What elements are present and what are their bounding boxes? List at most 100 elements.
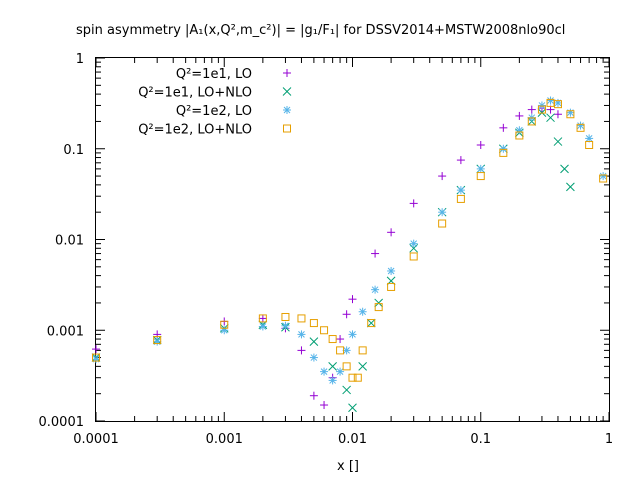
data-point (92, 345, 100, 354)
data-point (258, 314, 267, 323)
y-tick-label: 0.1 (63, 143, 84, 158)
data-point (297, 330, 306, 339)
chart-title: spin asymmetry |A₁(x,Q²,m_c²)| = |g₁/F₁|… (76, 23, 565, 38)
legend-label: Q²=1e2, LO+NLO (138, 123, 252, 138)
x-axis-label: x [] (337, 459, 359, 474)
data-points (91, 96, 608, 413)
data-point (297, 346, 306, 355)
data-point (374, 298, 384, 308)
data-point (336, 346, 345, 355)
data-point (358, 362, 368, 371)
data-point (220, 326, 229, 335)
data-point (258, 322, 267, 331)
data-point (515, 111, 524, 120)
x-tick-label: 0.1 (470, 432, 491, 447)
legend-label: Q²=1e2, LO (176, 104, 252, 119)
data-point (320, 326, 329, 335)
data-point (348, 295, 357, 304)
data-point (342, 385, 351, 395)
data-point (358, 346, 367, 355)
data-point (546, 113, 555, 123)
data-point (220, 320, 229, 329)
x-axis: 0.0001 0.001 0.01 0.1 1 (73, 58, 613, 447)
data-point (576, 123, 585, 132)
data-point (599, 172, 608, 181)
data-point (515, 126, 524, 135)
data-point (566, 108, 575, 117)
data-point (566, 110, 575, 119)
series (92, 98, 608, 382)
y-tick-label: 0.001 (47, 324, 84, 339)
data-point (366, 318, 376, 328)
data-point (438, 172, 447, 181)
data-point (546, 105, 555, 114)
data-point (527, 105, 536, 114)
data-point (456, 186, 465, 195)
y-tick-label: 0.01 (55, 234, 84, 249)
data-point (342, 310, 351, 319)
data-point (553, 110, 562, 119)
data-point (409, 252, 418, 261)
data-point (371, 249, 380, 258)
plot-frame (95, 57, 610, 422)
data-point (297, 314, 306, 323)
data-point (409, 239, 418, 248)
series (92, 104, 562, 410)
data-point (476, 164, 485, 173)
data-point (309, 353, 318, 362)
x-tick-label: 1 (605, 432, 613, 447)
data-point (374, 303, 383, 312)
data-point (153, 330, 162, 339)
data-point (553, 98, 562, 107)
data-point (438, 208, 447, 217)
data-point (320, 367, 329, 376)
legend-marker (283, 69, 291, 77)
data-point (342, 362, 351, 371)
data-point (348, 373, 357, 382)
data-point (328, 362, 337, 371)
data-point (553, 137, 563, 146)
data-point (438, 219, 447, 228)
data-point (348, 403, 357, 413)
data-point (309, 337, 319, 346)
data-point (499, 148, 508, 157)
data-point (153, 337, 162, 346)
data-point (553, 100, 562, 109)
data-point (515, 131, 524, 140)
x-tick-label: 0.001 (206, 432, 243, 447)
data-point (576, 121, 585, 130)
data-point (309, 319, 318, 328)
data-point (336, 335, 345, 344)
series (92, 96, 608, 385)
data-point (92, 353, 100, 362)
data-point (358, 307, 367, 316)
data-point (499, 144, 508, 153)
data-point (92, 355, 100, 364)
y-tick-label: 0.0001 (39, 415, 85, 430)
data-point (320, 401, 329, 410)
data-point (353, 373, 362, 382)
legend-label: Q²=1e1, LO+NLO (138, 86, 252, 101)
data-point (367, 319, 376, 328)
data-point (281, 321, 290, 330)
legend: Q²=1e1, LO Q²=1e1, LO+NLO Q²=1e2, LO Q²=1e2… (138, 67, 292, 138)
data-point (476, 140, 485, 149)
data-point (153, 336, 162, 345)
x-tick-label: 0.01 (338, 432, 367, 447)
data-point (409, 199, 418, 208)
data-point (387, 228, 396, 237)
data-point (371, 285, 380, 294)
data-point (599, 174, 608, 183)
data-point (456, 156, 465, 165)
legend-marker (282, 87, 292, 96)
y-axis: 0.0001 0.001 0.01 0.1 1 (39, 52, 609, 430)
data-point (336, 367, 345, 376)
data-point (281, 312, 290, 321)
data-point (258, 314, 267, 323)
data-point (527, 117, 536, 126)
data-point (309, 391, 318, 400)
legend-marker (283, 106, 291, 114)
data-point (348, 330, 357, 339)
data-point (566, 182, 575, 192)
